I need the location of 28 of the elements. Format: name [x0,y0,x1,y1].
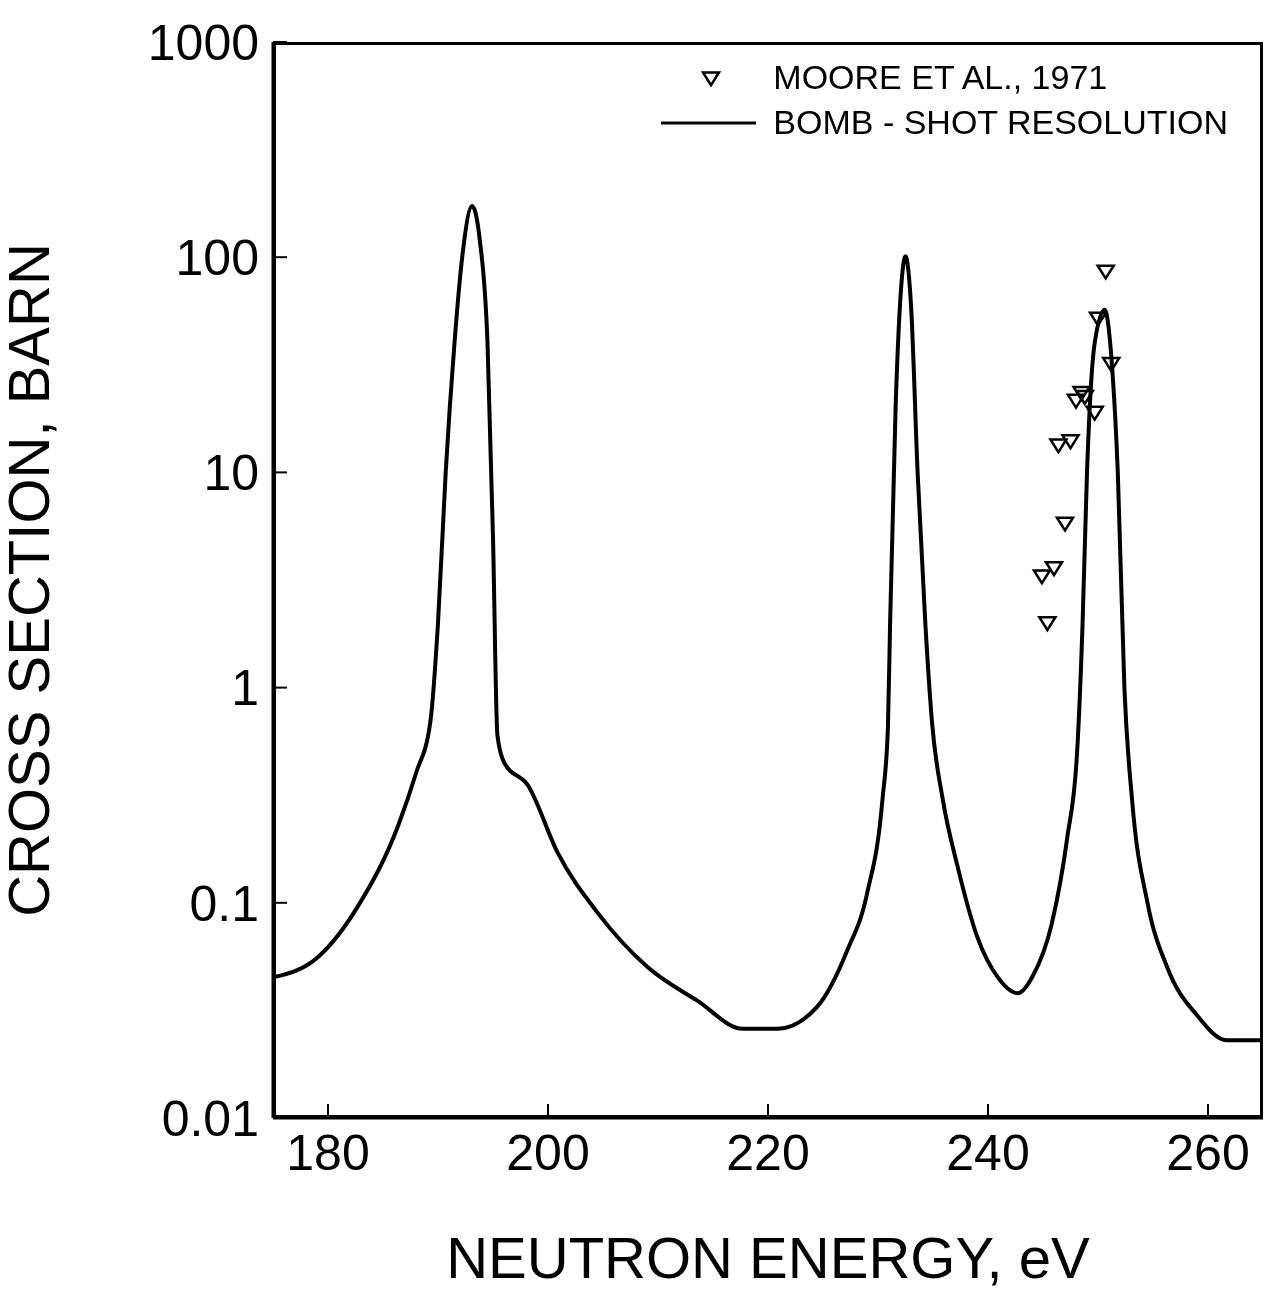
y-tick-label: 10 [203,445,259,502]
x-tick-label: 240 [946,1124,1030,1181]
point [1055,516,1075,532]
point [1038,615,1057,632]
point [1085,405,1104,421]
x-tick-label: 180 [286,1124,370,1181]
x-tick-label: 260 [1166,1124,1250,1181]
y-tick-label: 100 [175,229,259,286]
point [1072,385,1091,401]
x-tick-label: 220 [726,1124,810,1181]
point [1032,569,1052,585]
legend-label: MOORE ET AL., 1971 [773,58,1108,97]
point [1088,311,1108,327]
point [1061,434,1080,450]
y-tick-label: 1 [231,660,259,717]
y-tick-label: 1000 [147,14,259,71]
point [1049,438,1068,454]
x-tick-label: 200 [506,1124,590,1181]
point [1096,264,1115,280]
y-tick-label: 0.1 [189,875,259,932]
y-axis-title: CROSS SECTION, BARN [0,243,61,917]
point [1066,393,1086,409]
point [1044,561,1064,577]
y-tick-label: 0.01 [161,1090,259,1147]
legend-label: BOMB - SHOT RESOLUTION [773,103,1228,142]
x-axis-title: NEUTRON ENERGY, eV [446,1225,1091,1290]
point [1075,389,1095,406]
point [1101,356,1121,373]
